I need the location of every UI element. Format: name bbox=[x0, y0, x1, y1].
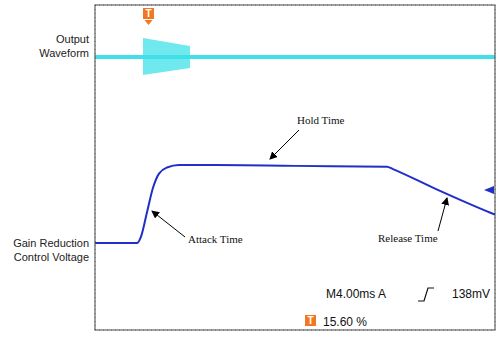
svg-text:138mV: 138mV bbox=[452, 287, 490, 301]
svg-text:15.60 %: 15.60 % bbox=[323, 315, 367, 329]
svg-text:Release Time: Release Time bbox=[378, 232, 438, 244]
svg-text:Hold Time: Hold Time bbox=[297, 114, 344, 126]
svg-text:Output: Output bbox=[56, 33, 89, 45]
svg-text:Waveform: Waveform bbox=[39, 47, 89, 59]
svg-text:Attack Time: Attack Time bbox=[188, 233, 243, 245]
svg-text:T: T bbox=[307, 315, 313, 326]
svg-text:T: T bbox=[145, 8, 151, 19]
svg-text:M4.00ms A: M4.00ms A bbox=[326, 287, 386, 301]
svg-text:Control Voltage: Control Voltage bbox=[14, 251, 89, 263]
svg-text:Gain Reduction: Gain Reduction bbox=[13, 237, 89, 249]
